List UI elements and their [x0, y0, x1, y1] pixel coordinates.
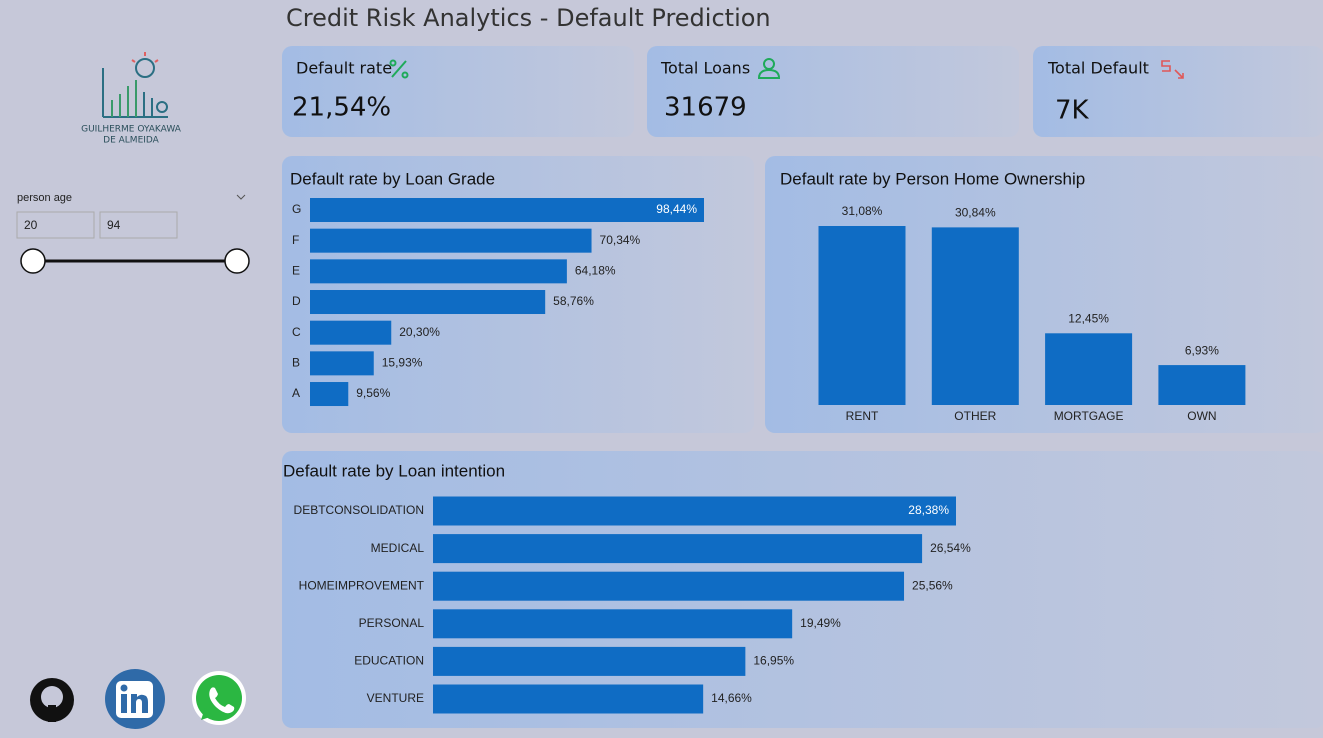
- slicer-dropdown[interactable]: [236, 194, 246, 200]
- category-label: PERSONAL: [359, 616, 425, 630]
- bar: [1045, 333, 1133, 405]
- category-label: RENT: [846, 409, 879, 423]
- category-label: EDUCATION: [354, 654, 424, 668]
- kpi-value: 21,54%: [292, 93, 391, 123]
- logo: [102, 52, 168, 118]
- logo-text: DE ALMEIDA: [103, 136, 160, 146]
- data-label: 70,34%: [600, 233, 641, 247]
- category-label: G: [292, 202, 301, 216]
- category-label: E: [292, 264, 300, 278]
- bar: [310, 320, 392, 345]
- category-label: F: [292, 233, 299, 247]
- kpi-value: 31679: [664, 93, 747, 123]
- slicer-min: 20: [24, 218, 38, 232]
- bar: [310, 290, 546, 315]
- category-label: OTHER: [954, 409, 996, 423]
- bar: [310, 259, 567, 284]
- bar: [433, 534, 923, 564]
- person-icon: [757, 58, 781, 79]
- kpi-value: 7K: [1055, 96, 1090, 126]
- data-label: 58,76%: [553, 294, 594, 308]
- whatsapp-icon[interactable]: [192, 671, 246, 725]
- data-label: 98,44%: [656, 202, 697, 216]
- slicer-label: person age: [17, 192, 72, 204]
- data-label: 28,38%: [908, 503, 949, 517]
- data-label: 30,84%: [955, 206, 996, 220]
- github-icon[interactable]: [30, 678, 74, 722]
- slicer-max: 94: [107, 218, 121, 232]
- chart-title: Default rate by Loan Grade: [290, 169, 495, 188]
- data-label: 15,93%: [382, 356, 423, 370]
- category-label: HOMEIMPROVEMENT: [299, 578, 425, 592]
- slicer-max-box[interactable]: [99, 211, 178, 239]
- bar: [433, 684, 704, 714]
- category-label: B: [292, 356, 300, 370]
- data-label: 25,56%: [912, 578, 953, 592]
- bar: [433, 609, 793, 639]
- bar: [433, 496, 956, 526]
- chart-title: Default rate by Person Home Ownership: [780, 169, 1085, 188]
- bar: [433, 571, 905, 601]
- kpi-label: Default rate: [296, 59, 392, 78]
- bar: [433, 646, 746, 676]
- bar: [310, 198, 704, 222]
- data-label: 31,08%: [842, 204, 883, 218]
- bar: [931, 227, 1019, 405]
- kpi-label: Total Loans: [660, 59, 750, 78]
- bar: [1158, 365, 1246, 405]
- page-title: Credit Risk Analytics - Default Predicti…: [286, 4, 771, 32]
- category-label: A: [292, 386, 300, 400]
- data-label: 20,30%: [399, 325, 440, 339]
- data-label: 16,95%: [753, 654, 794, 668]
- category-label: MORTGAGE: [1054, 409, 1124, 423]
- arrows-icon: [1161, 60, 1184, 79]
- bar: [818, 226, 906, 405]
- data-label: 14,66%: [711, 691, 752, 705]
- chart-title: Default rate by Loan intention: [283, 461, 505, 480]
- slider-handle[interactable]: [20, 248, 46, 274]
- kpi-label: Total Default: [1047, 59, 1149, 78]
- logo-text: GUILHERME OYAKAWA: [81, 125, 182, 135]
- bar: [310, 228, 592, 253]
- kpi-card: [647, 46, 1019, 137]
- percent-icon: [389, 59, 409, 79]
- data-label: 12,45%: [1068, 311, 1109, 325]
- kpi-card: [1033, 46, 1323, 137]
- bar: [310, 382, 349, 407]
- slicer-min-box[interactable]: [16, 211, 95, 239]
- category-label: MEDICAL: [371, 541, 425, 555]
- kpi-card: [282, 46, 634, 137]
- data-label: 6,93%: [1185, 343, 1219, 357]
- slider-handle[interactable]: [224, 248, 250, 274]
- category-label: D: [292, 294, 301, 308]
- category-label: VENTURE: [367, 691, 424, 705]
- linkedin-icon[interactable]: [105, 669, 165, 729]
- data-label: 9,56%: [356, 386, 390, 400]
- data-label: 19,49%: [800, 616, 841, 630]
- bar: [310, 351, 374, 376]
- category-label: OWN: [1187, 409, 1216, 423]
- category-label: DEBTCONSOLIDATION: [294, 503, 424, 517]
- data-label: 26,54%: [930, 541, 971, 555]
- data-label: 64,18%: [575, 264, 616, 278]
- category-label: C: [292, 325, 301, 339]
